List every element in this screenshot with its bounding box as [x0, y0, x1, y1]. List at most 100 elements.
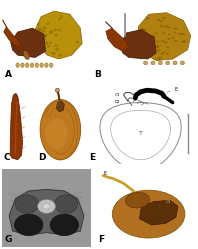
Ellipse shape: [45, 118, 68, 149]
Ellipse shape: [162, 51, 165, 53]
Text: D: D: [38, 153, 46, 162]
Ellipse shape: [151, 35, 154, 37]
Ellipse shape: [49, 31, 53, 34]
Ellipse shape: [46, 22, 50, 25]
Ellipse shape: [54, 33, 57, 36]
Ellipse shape: [158, 61, 162, 65]
Ellipse shape: [158, 57, 162, 59]
Polygon shape: [138, 13, 191, 61]
Ellipse shape: [54, 195, 78, 213]
Text: E: E: [104, 172, 107, 177]
Ellipse shape: [44, 34, 47, 36]
Ellipse shape: [50, 214, 79, 236]
Ellipse shape: [162, 32, 165, 34]
Text: C1: C1: [166, 200, 171, 204]
Ellipse shape: [41, 32, 45, 35]
Ellipse shape: [23, 51, 30, 60]
Ellipse shape: [157, 19, 161, 21]
Ellipse shape: [15, 195, 39, 213]
Ellipse shape: [159, 25, 164, 27]
Text: F: F: [98, 235, 104, 244]
Ellipse shape: [50, 63, 53, 67]
Ellipse shape: [166, 46, 169, 48]
Ellipse shape: [146, 17, 149, 19]
Ellipse shape: [173, 61, 177, 65]
Ellipse shape: [46, 42, 49, 45]
Ellipse shape: [140, 28, 143, 30]
Ellipse shape: [38, 31, 42, 33]
Ellipse shape: [44, 42, 48, 44]
Ellipse shape: [50, 30, 53, 33]
Ellipse shape: [39, 35, 43, 38]
Text: E: E: [89, 153, 95, 162]
Ellipse shape: [37, 23, 40, 26]
Ellipse shape: [58, 54, 62, 57]
Text: G: G: [5, 235, 12, 244]
Ellipse shape: [151, 61, 155, 65]
Text: A: A: [5, 70, 12, 79]
Ellipse shape: [156, 41, 160, 43]
Ellipse shape: [21, 63, 24, 67]
Ellipse shape: [154, 32, 158, 34]
Text: B: B: [94, 70, 101, 79]
Ellipse shape: [112, 190, 185, 238]
Ellipse shape: [165, 25, 169, 28]
Polygon shape: [11, 28, 46, 58]
Polygon shape: [56, 101, 64, 112]
Ellipse shape: [51, 52, 56, 55]
Ellipse shape: [181, 41, 186, 43]
Ellipse shape: [139, 57, 143, 59]
Polygon shape: [106, 28, 129, 51]
Ellipse shape: [144, 61, 148, 65]
Ellipse shape: [35, 63, 39, 67]
Ellipse shape: [43, 204, 50, 209]
Ellipse shape: [30, 63, 34, 67]
Ellipse shape: [55, 88, 59, 92]
Text: C1: C1: [114, 93, 120, 97]
Ellipse shape: [156, 46, 159, 48]
Ellipse shape: [37, 27, 41, 29]
Ellipse shape: [174, 28, 178, 30]
Ellipse shape: [152, 40, 157, 41]
Ellipse shape: [164, 41, 168, 44]
Ellipse shape: [166, 53, 169, 55]
Ellipse shape: [58, 18, 61, 20]
Ellipse shape: [40, 100, 81, 160]
Ellipse shape: [44, 35, 47, 37]
Ellipse shape: [168, 33, 171, 35]
Ellipse shape: [40, 63, 43, 67]
Ellipse shape: [178, 33, 183, 35]
Ellipse shape: [42, 27, 47, 29]
Ellipse shape: [16, 63, 19, 67]
Ellipse shape: [181, 33, 185, 35]
Ellipse shape: [182, 41, 186, 42]
Ellipse shape: [180, 61, 185, 65]
Text: E: E: [175, 87, 178, 92]
Ellipse shape: [47, 45, 50, 48]
Text: T: T: [139, 131, 143, 136]
Ellipse shape: [156, 58, 160, 61]
Ellipse shape: [54, 44, 58, 47]
Ellipse shape: [157, 49, 160, 52]
Ellipse shape: [162, 17, 166, 19]
Ellipse shape: [42, 30, 45, 32]
Polygon shape: [4, 27, 21, 47]
Text: C: C: [4, 153, 10, 162]
Ellipse shape: [38, 41, 41, 43]
Ellipse shape: [152, 35, 156, 38]
Ellipse shape: [60, 15, 63, 18]
Polygon shape: [10, 93, 23, 160]
Ellipse shape: [39, 33, 41, 36]
Ellipse shape: [173, 40, 178, 42]
Ellipse shape: [58, 29, 61, 32]
Text: C2: C2: [114, 100, 120, 104]
Ellipse shape: [142, 28, 147, 31]
Ellipse shape: [38, 199, 55, 213]
Ellipse shape: [14, 214, 43, 236]
Ellipse shape: [76, 41, 79, 43]
Ellipse shape: [171, 37, 174, 39]
Ellipse shape: [156, 45, 159, 48]
Ellipse shape: [45, 63, 48, 67]
Polygon shape: [120, 30, 156, 59]
Polygon shape: [35, 11, 82, 59]
